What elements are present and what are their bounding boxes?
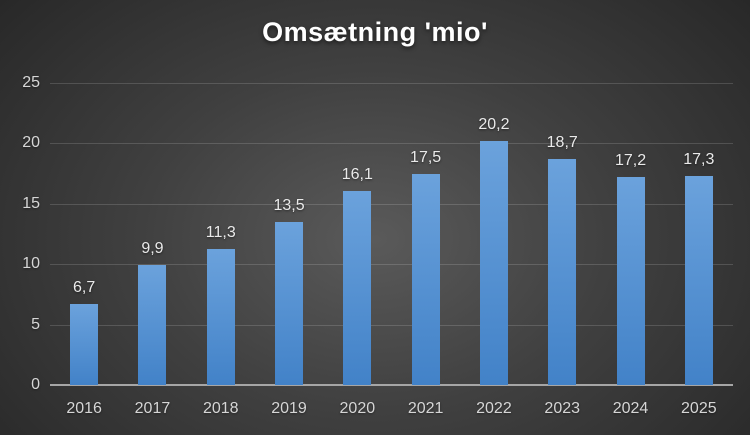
x-tick-label: 2017 [134,400,171,417]
bar-value-label: 17,2 [614,152,647,170]
x-axis: 2016 2017 2018 2019 2020 2021 2022 2023 2024 2025 [50,396,733,422]
bar-slot: 17,3 [665,83,733,385]
x-tick-label: 2024 [612,400,649,417]
y-axis: 25 20 15 10 5 0 [0,74,40,393]
bars-row: 6,7 9,9 11,3 13,5 16,1 17,5 20,2 18,7 17… [50,83,733,385]
bar-value-label: 13,5 [273,196,305,214]
y-tick-label: 20 [22,134,40,152]
bar [479,140,508,385]
y-tick-label: 10 [22,255,40,273]
gridline [50,203,733,205]
gridline [50,143,733,145]
bar-value-label: 6,7 [73,279,96,297]
bar-slot: 18,7 [528,83,596,385]
bar [343,190,372,385]
chart-title: Omsætning 'mio' [262,17,488,47]
bar [206,248,235,385]
bar-value-label: 20,2 [478,115,510,133]
bar-slot: 17,2 [596,83,664,385]
bar [684,176,713,385]
x-tick-label: 2018 [202,400,239,417]
bar-value-label: 9,9 [141,240,164,258]
gridline [50,264,733,266]
x-tick-label: 2023 [544,400,581,417]
x-tick-label: 2020 [339,400,376,417]
bar-slot: 16,1 [323,83,391,385]
y-tick-label: 15 [22,194,40,212]
x-tick-label: 2016 [66,400,102,417]
bar-value-label: 18,7 [546,134,578,152]
bar [275,221,304,385]
bar [616,177,645,385]
y-tick-label: 5 [31,315,40,333]
bar-slot: 6,7 [50,83,118,385]
gridline [50,324,733,326]
gridline [50,83,733,84]
bar [70,304,99,385]
bar [411,173,440,385]
bar-value-label: 16,1 [341,165,373,183]
x-tick-label: 2022 [476,400,512,417]
bar-slot: 13,5 [255,83,323,385]
bar [548,159,577,385]
bar-slot: 17,5 [391,83,459,385]
x-tick-label: 2019 [271,400,307,417]
x-axis-line [50,384,733,386]
y-tick-label: 25 [22,74,40,91]
bar-value-label: 17,5 [410,148,442,166]
y-tick-label: 0 [31,376,40,393]
plot-area: 6,7 9,9 11,3 13,5 16,1 17,5 20,2 18,7 17… [50,83,733,386]
bar-value-label: 11,3 [205,223,236,241]
bar [138,265,167,385]
x-tick-label: 2025 [681,400,717,417]
bar-slot: 20,2 [460,83,528,385]
x-tick-label: 2021 [407,400,444,417]
bar-slot: 9,9 [118,83,186,385]
bar-value-label: 17,3 [683,151,715,169]
bar-slot: 11,3 [187,83,255,385]
